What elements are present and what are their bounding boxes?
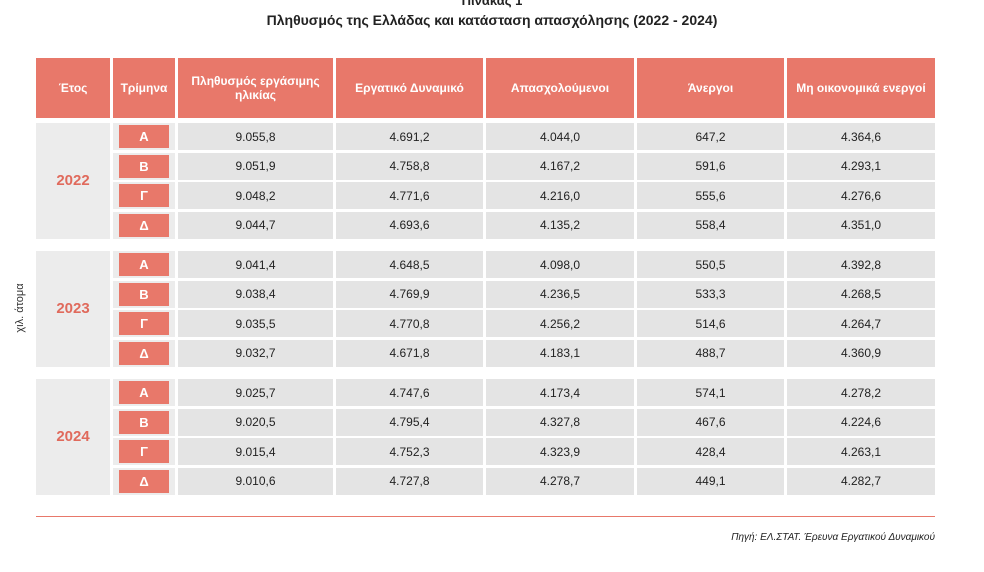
column-header: Μη οικονομικά ενεργοί <box>787 58 935 118</box>
data-cell: 4.752,3 <box>336 438 483 465</box>
data-cell: 4.770,8 <box>336 310 483 337</box>
data-cell: 9.015,4 <box>178 438 333 465</box>
data-cell: 4.351,0 <box>787 211 935 239</box>
data-cell: 558,4 <box>637 211 784 239</box>
quarter-cell: Β <box>119 410 169 434</box>
quarter-cell: Β <box>119 154 169 178</box>
quarter-cell: Γ <box>119 440 169 463</box>
quarter-cell: Γ <box>119 184 169 207</box>
data-cell: 4.135,2 <box>486 211 634 239</box>
data-cell: 9.035,5 <box>178 310 333 337</box>
data-cell: 9.055,8 <box>178 123 333 150</box>
data-cell: 514,6 <box>637 310 784 337</box>
data-cell: 9.010,6 <box>178 467 333 495</box>
data-cell: 4.293,1 <box>787 152 935 180</box>
data-cell: 4.360,9 <box>787 339 935 367</box>
data-cell: 4.276,6 <box>787 182 935 209</box>
data-cell: 550,5 <box>637 251 784 278</box>
data-cell: 4.691,2 <box>336 123 483 150</box>
quarter-cell: Δ <box>119 469 169 493</box>
data-cell: 9.032,7 <box>178 339 333 367</box>
data-cell: 4.278,7 <box>486 467 634 495</box>
data-cell: 4.392,8 <box>787 251 935 278</box>
data-cell: 4.278,2 <box>787 379 935 406</box>
data-cell: 4.771,6 <box>336 182 483 209</box>
year-cell: 2023 <box>36 251 110 367</box>
data-cell: 4.263,1 <box>787 438 935 465</box>
data-cell: 467,6 <box>637 408 784 436</box>
data-cell: 4.098,0 <box>486 251 634 278</box>
data-cell: 4.648,5 <box>336 251 483 278</box>
data-cell: 9.048,2 <box>178 182 333 209</box>
quarter-cell: Δ <box>119 341 169 365</box>
data-cell: 4.323,9 <box>486 438 634 465</box>
data-cell: 4.216,0 <box>486 182 634 209</box>
source-note: Πηγή: ΕΛ.ΣΤΑΤ. Έρευνα Εργατικού Δυναμικο… <box>731 531 935 543</box>
data-cell: 4.327,8 <box>486 408 634 436</box>
data-cell: 4.173,4 <box>486 379 634 406</box>
data-cell: 4.044,0 <box>486 123 634 150</box>
quarter-cell: Α <box>119 125 169 148</box>
data-cell: 9.020,5 <box>178 408 333 436</box>
quarter-cell: Β <box>119 282 169 306</box>
data-cell: 9.051,9 <box>178 152 333 180</box>
unit-label: χιλ. άτομα <box>14 283 26 333</box>
column-header: Πληθυσμός εργάσιμης ηλικίας <box>178 58 333 118</box>
data-cell: 428,4 <box>637 438 784 465</box>
column-header: Απασχολούμενοι <box>486 58 634 118</box>
data-cell: 4.671,8 <box>336 339 483 367</box>
data-cell: 4.364,6 <box>787 123 935 150</box>
data-cell: 4.693,6 <box>336 211 483 239</box>
quarter-cell: Α <box>119 381 169 404</box>
data-cell: 4.264,7 <box>787 310 935 337</box>
column-header: Άνεργοι <box>637 58 784 118</box>
data-cell: 9.044,7 <box>178 211 333 239</box>
data-cell: 4.236,5 <box>486 280 634 308</box>
table-title: Πληθυσμός της Ελλάδας και κατάσταση απασ… <box>266 12 718 28</box>
data-cell: 9.041,4 <box>178 251 333 278</box>
year-cell: 2024 <box>36 379 110 495</box>
data-cell: 9.025,7 <box>178 379 333 406</box>
data-cell: 4.183,1 <box>486 339 634 367</box>
footer-rule <box>36 516 935 517</box>
data-cell: 4.268,5 <box>787 280 935 308</box>
data-cell: 4.256,2 <box>486 310 634 337</box>
data-cell: 4.747,6 <box>336 379 483 406</box>
column-header: Τρίμηνα <box>113 58 175 118</box>
data-cell: 533,3 <box>637 280 784 308</box>
data-cell: 449,1 <box>637 467 784 495</box>
data-cell: 4.224,6 <box>787 408 935 436</box>
column-header: Έτος <box>36 58 110 118</box>
data-cell: 647,2 <box>637 123 784 150</box>
data-cell: 488,7 <box>637 339 784 367</box>
data-cell: 4.167,2 <box>486 152 634 180</box>
data-cell: 555,6 <box>637 182 784 209</box>
data-cell: 4.282,7 <box>787 467 935 495</box>
column-header: Εργατικό Δυναμικό <box>336 58 483 118</box>
year-cell: 2022 <box>36 123 110 239</box>
quarter-cell: Α <box>119 253 169 276</box>
quarter-cell: Γ <box>119 312 169 335</box>
quarter-cell: Δ <box>119 213 169 237</box>
data-cell: 4.769,9 <box>336 280 483 308</box>
data-cell: 4.795,4 <box>336 408 483 436</box>
data-cell: 9.038,4 <box>178 280 333 308</box>
data-cell: 574,1 <box>637 379 784 406</box>
data-cell: 591,6 <box>637 152 784 180</box>
data-cell: 4.758,8 <box>336 152 483 180</box>
table-number: Πίνακας 1 <box>461 0 523 8</box>
data-cell: 4.727,8 <box>336 467 483 495</box>
